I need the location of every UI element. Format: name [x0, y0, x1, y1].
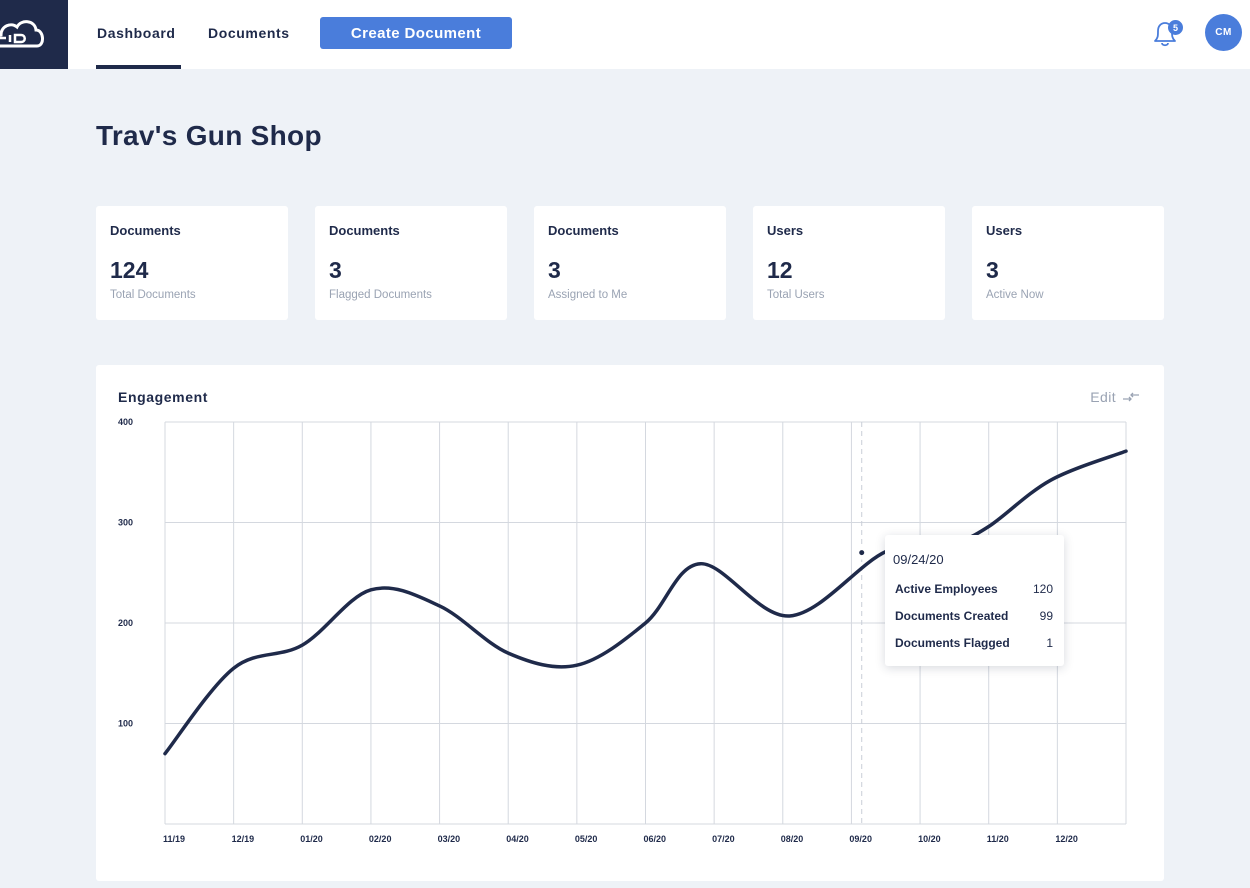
stat-label: Users — [767, 223, 803, 238]
notification-count-badge: 5 — [1168, 20, 1183, 35]
tooltip-row-label: Active Employees — [895, 582, 998, 596]
stat-card-total-users: Users 12 Total Users — [753, 206, 945, 320]
y-tick-label: 300 — [118, 518, 133, 528]
active-tab-indicator — [96, 65, 181, 69]
x-tick-label: 09/20 — [849, 834, 872, 844]
x-tick-label: 12/19 — [232, 834, 255, 844]
app-logo[interactable] — [0, 0, 68, 69]
tooltip-date: 09/24/20 — [893, 552, 944, 567]
stat-label: Documents — [329, 223, 400, 238]
stat-value: 3 — [548, 257, 561, 284]
x-tick-label: 10/20 — [918, 834, 941, 844]
tab-dashboard[interactable]: Dashboard — [97, 25, 176, 41]
x-tick-label: 12/20 — [1055, 834, 1078, 844]
x-tick-label: 04/20 — [506, 834, 529, 844]
x-tick-label: 03/20 — [438, 834, 461, 844]
stat-card-assigned-documents: Documents 3 Assigned to Me — [534, 206, 726, 320]
stat-label: Users — [986, 223, 1022, 238]
stat-card-active-users: Users 3 Active Now — [972, 206, 1164, 320]
tooltip-row: Documents Flagged 1 — [895, 636, 1053, 650]
tooltip-row-label: Documents Flagged — [895, 636, 1010, 650]
tab-documents[interactable]: Documents — [208, 25, 290, 41]
top-navigation-bar: Dashboard Documents Create Document 5 CM — [0, 0, 1250, 69]
stat-description: Total Documents — [110, 289, 196, 301]
x-tick-label: 06/20 — [644, 834, 667, 844]
tooltip-row-label: Documents Created — [895, 609, 1008, 623]
tooltip-row-value: 1 — [1046, 636, 1053, 650]
x-tick-label: 01/20 — [300, 834, 323, 844]
stat-description: Total Users — [767, 289, 825, 301]
stat-card-flagged-documents: Documents 3 Flagged Documents — [315, 206, 507, 320]
x-tick-label: 08/20 — [781, 834, 804, 844]
stat-value: 3 — [986, 257, 999, 284]
x-tick-label: 02/20 — [369, 834, 392, 844]
page-title: Trav's Gun Shop — [96, 120, 322, 152]
y-tick-label: 200 — [118, 618, 133, 628]
stat-description: Flagged Documents — [329, 289, 432, 301]
chart-tooltip: 09/24/20 Active Employees 120 Documents … — [885, 535, 1064, 666]
x-tick-label: 11/19 — [163, 834, 185, 844]
stat-card-total-documents: Documents 124 Total Documents — [96, 206, 288, 320]
hover-point — [859, 550, 864, 555]
tooltip-row: Documents Created 99 — [895, 609, 1053, 623]
stat-label: Documents — [548, 223, 619, 238]
x-tick-label: 07/20 — [712, 834, 735, 844]
tooltip-row-value: 99 — [1040, 609, 1053, 623]
cloud-logo-icon — [0, 14, 52, 56]
user-avatar[interactable]: CM — [1205, 14, 1242, 51]
create-document-button[interactable]: Create Document — [320, 17, 512, 49]
stat-value: 3 — [329, 257, 342, 284]
tooltip-row-value: 120 — [1033, 582, 1053, 596]
stat-value: 12 — [767, 257, 793, 284]
stat-value: 124 — [110, 257, 148, 284]
y-tick-label: 400 — [118, 417, 133, 427]
stat-description: Assigned to Me — [548, 289, 627, 301]
y-tick-label: 100 — [118, 719, 133, 729]
stat-label: Documents — [110, 223, 181, 238]
stat-description: Active Now — [986, 289, 1044, 301]
x-tick-label: 05/20 — [575, 834, 598, 844]
tooltip-row: Active Employees 120 — [895, 582, 1053, 596]
engagement-chart-card: Engagement Edit 400 300 200 100 11/19 12/19 01… — [96, 365, 1164, 881]
x-tick-label: 11/20 — [987, 834, 1009, 844]
